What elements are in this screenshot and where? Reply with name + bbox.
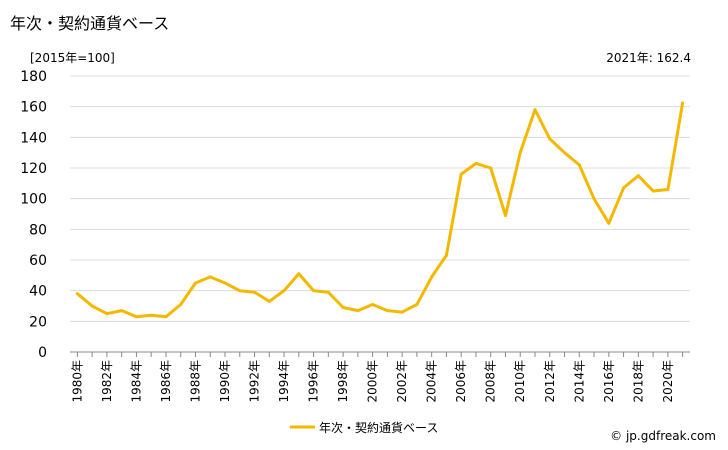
data-point <box>356 309 360 313</box>
legend[interactable]: 年次・契約通貨ベース <box>290 420 438 435</box>
x-tick-label: 2002年 <box>395 360 409 403</box>
data-point <box>326 290 330 294</box>
y-tick-label: 160 <box>20 100 47 116</box>
data-point <box>548 137 552 141</box>
data-point <box>518 151 522 155</box>
y-tick-label: 80 <box>29 222 47 238</box>
x-tick-label: 1988年 <box>188 360 202 403</box>
x-tick-label: 2010年 <box>513 360 527 403</box>
y-tick-label: 100 <box>20 192 47 208</box>
data-point <box>651 189 655 193</box>
data-point <box>75 292 79 296</box>
data-point <box>489 166 493 170</box>
data-point <box>504 214 507 217</box>
data-point <box>681 101 685 105</box>
y-tick-label: 140 <box>20 130 47 146</box>
data-point <box>253 290 256 294</box>
y-tick-label: 40 <box>29 284 47 300</box>
data-point <box>622 186 626 190</box>
data-point <box>474 161 478 165</box>
chart-title: 年次・契約通貨ベース <box>10 14 170 33</box>
x-tick-label: 1984年 <box>129 360 143 403</box>
x-tick-label: 1998年 <box>336 360 350 403</box>
x-tick-label: 2000年 <box>366 360 380 403</box>
x-axis-ticks: 1980年 1982年 1984年 1986年 1988年 1990年 1992年 1994年… <box>70 352 684 403</box>
data-point <box>149 313 153 317</box>
data-point <box>666 188 670 191</box>
data-point <box>607 221 611 225</box>
series-layer <box>75 101 685 319</box>
series-line <box>75 101 685 319</box>
data-point <box>341 306 345 309</box>
y-tick-label: 180 <box>20 69 47 85</box>
data-point <box>90 304 94 308</box>
data-point <box>415 303 419 306</box>
data-point <box>282 289 286 293</box>
data-point <box>164 315 168 319</box>
x-tick-label: 1982年 <box>100 360 114 403</box>
grid-layer <box>70 75 690 322</box>
y-tick-label: 120 <box>20 161 47 177</box>
x-tick-label: 2006年 <box>454 360 468 403</box>
data-point <box>459 172 463 176</box>
x-tick-label: 2018年 <box>631 360 645 403</box>
x-tick-label: 2012年 <box>543 360 557 403</box>
data-point <box>267 299 271 303</box>
x-tick-label: 1992年 <box>248 360 262 403</box>
x-tick-label: 2004年 <box>425 360 439 403</box>
data-point <box>533 108 537 112</box>
data-point <box>134 315 138 319</box>
x-tick-label: 1990年 <box>218 360 232 403</box>
y-tick-label: 0 <box>38 345 47 361</box>
data-point <box>400 310 404 314</box>
data-point <box>312 289 316 293</box>
y-tick-label: 20 <box>29 314 47 330</box>
x-tick-label: 2008年 <box>484 360 498 403</box>
x-tick-label: 2016年 <box>602 360 616 403</box>
legend-label: 年次・契約通貨ベース <box>319 420 438 435</box>
y-tick-label: 60 <box>29 253 47 269</box>
data-point <box>297 272 301 276</box>
x-tick-label: 2020年 <box>661 360 675 403</box>
data-point <box>179 303 183 306</box>
latest-value-label: 2021年: 162.4 <box>606 51 691 65</box>
data-point <box>563 151 566 155</box>
x-tick-label: 1986年 <box>159 360 173 403</box>
unit-label: [2015年=100] <box>30 51 115 65</box>
x-tick-label: 1994年 <box>277 360 291 403</box>
x-tick-label: 1996年 <box>307 360 321 403</box>
data-point <box>371 303 375 306</box>
x-tick-label: 2014年 <box>572 360 586 403</box>
data-point <box>238 289 242 293</box>
data-point <box>385 309 389 313</box>
data-point <box>444 253 448 257</box>
y-axis-ticks: 0 20 40 60 80 100 120 140 160 180 <box>20 69 47 361</box>
data-point <box>577 163 581 167</box>
source-credit[interactable]: © jp.gdfreak.com <box>610 429 716 443</box>
data-point <box>120 309 124 313</box>
x-tick-label: 1980年 <box>70 360 84 403</box>
data-point <box>636 174 640 178</box>
data-point <box>194 281 197 285</box>
data-point <box>208 275 212 279</box>
data-point <box>430 275 434 279</box>
data-point <box>105 312 109 316</box>
data-point <box>223 281 227 285</box>
data-point <box>592 197 596 201</box>
